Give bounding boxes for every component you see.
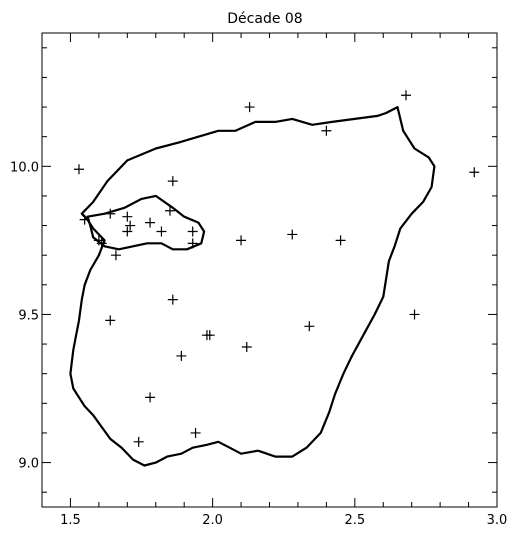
region-outline-2 [86, 194, 206, 251]
data-point-30 [176, 350, 187, 361]
y-tick-label: 10.0 [10, 160, 39, 175]
data-point-28 [204, 330, 215, 341]
data-point-29 [241, 342, 252, 353]
data-point-21 [287, 229, 298, 240]
region-outline-1 [69, 106, 436, 467]
data-point-8 [105, 208, 116, 219]
x-tick-label: 1.5 [60, 513, 81, 528]
data-point-22 [335, 235, 346, 246]
data-point-11 [122, 226, 133, 237]
data-point-6 [167, 176, 178, 187]
data-point-5 [469, 167, 480, 178]
data-point-13 [164, 205, 175, 216]
data-point-1 [73, 164, 84, 175]
data-point-16 [187, 238, 198, 249]
data-point-15 [187, 226, 198, 237]
data-point-2 [244, 102, 255, 113]
data-points [73, 90, 480, 447]
y-axis: 9.0 9.5 10.0 [10, 47, 497, 493]
data-point-18 [96, 238, 107, 249]
data-point-33 [190, 427, 201, 438]
region-outlines [69, 106, 436, 467]
data-point-14 [156, 226, 167, 237]
data-point-25 [409, 309, 420, 320]
data-point-32 [133, 436, 144, 447]
x-tick-label: 3.0 [487, 513, 508, 528]
x-tick-label: 2.0 [202, 513, 223, 528]
plot-frame [41, 32, 498, 508]
x-axis: 1.5 2.0 2.5 3.0 [41, 33, 508, 528]
data-point-20 [236, 235, 247, 246]
y-tick-label: 9.0 [18, 457, 39, 472]
data-point-10 [125, 220, 136, 231]
data-point-4 [321, 125, 332, 136]
chart-title: Décade 08 [227, 11, 302, 27]
data-point-3 [401, 90, 411, 101]
data-point-7 [79, 214, 90, 225]
data-point-31 [145, 392, 156, 403]
data-point-23 [167, 294, 178, 305]
data-point-9 [122, 211, 133, 222]
x-tick-label: 2.5 [344, 513, 365, 528]
data-point-19 [110, 250, 121, 261]
data-point-26 [304, 321, 315, 332]
data-point-12 [145, 217, 156, 228]
data-point-24 [105, 315, 116, 326]
y-tick-label: 9.5 [18, 308, 39, 323]
